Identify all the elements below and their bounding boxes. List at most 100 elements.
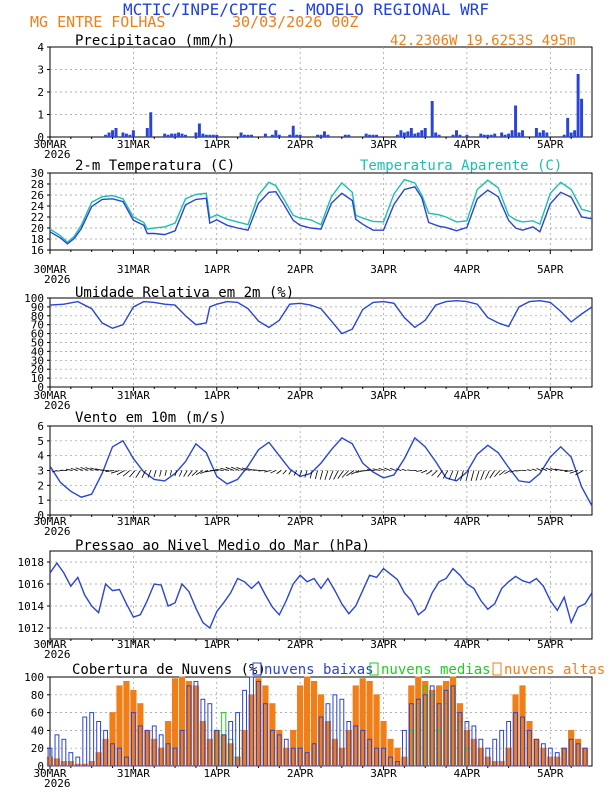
- pressure-xtick-label: 3APR: [370, 638, 397, 651]
- pressure-ytick-label: 1012: [18, 622, 45, 635]
- precip-bar: [511, 130, 514, 137]
- wind-vector: [481, 471, 485, 481]
- precip-bar: [299, 135, 302, 137]
- wind-vector: [57, 471, 62, 472]
- precip-bar: [274, 130, 277, 137]
- wind-vector: [283, 471, 286, 475]
- wind-vector: [437, 471, 442, 478]
- clouds-ytick-label: 60: [31, 707, 44, 720]
- precip-bar: [316, 135, 319, 137]
- precip-bar: [104, 135, 107, 137]
- precip-bar: [424, 128, 427, 137]
- precip-bar: [504, 135, 507, 137]
- cloud-high-bar: [124, 681, 129, 766]
- precip-bar: [465, 135, 468, 137]
- precip-bar: [215, 135, 218, 137]
- precip-bar: [566, 118, 569, 137]
- wind-vector: [154, 471, 156, 478]
- rh-xtick-label: 5APR: [537, 389, 564, 402]
- precip-bar: [438, 135, 441, 137]
- temp-xtick-label: 5APR: [537, 263, 564, 276]
- precip-bar: [580, 99, 583, 137]
- precip-bar: [375, 135, 378, 137]
- wind-vector: [455, 471, 458, 481]
- precip-bar: [240, 133, 243, 138]
- precip-bar: [292, 126, 295, 137]
- precip-bar: [108, 133, 111, 138]
- cloud-low-bar: [90, 713, 94, 766]
- pressure-year-label: 2026: [44, 648, 71, 661]
- apparent-temp-legend: Temperatura Aparente (C): [360, 158, 562, 174]
- precip-bar: [295, 135, 298, 137]
- precip-bar: [212, 135, 215, 137]
- wind-vector: [416, 471, 421, 472]
- wind-vector: [426, 471, 432, 475]
- precip-bar: [347, 135, 350, 137]
- precip-bar: [507, 134, 510, 137]
- rh-year-label: 2026: [44, 399, 71, 412]
- rh-xtick-label: 4APR: [454, 389, 481, 402]
- wind-ytick-label: 4: [37, 450, 44, 463]
- temp-xtick-label: 31MAR: [117, 263, 150, 276]
- temp-xtick-label: 1APR: [204, 263, 231, 276]
- wind-vector: [338, 471, 344, 479]
- precip-bar: [417, 133, 420, 138]
- precip-xtick-label: 4APR: [454, 138, 481, 151]
- precip-bar: [115, 128, 118, 137]
- precip-bar: [181, 134, 184, 137]
- precip-bar: [542, 130, 545, 137]
- wind-vector: [123, 471, 130, 477]
- precip-bar: [396, 135, 399, 137]
- wind-vector: [129, 471, 135, 478]
- wind-vector: [165, 471, 166, 476]
- wind-vector: [485, 471, 489, 480]
- precip-bar: [573, 130, 576, 137]
- precip-bar: [174, 134, 177, 137]
- precip-bar: [121, 133, 124, 138]
- rh-xtick-label: 3APR: [370, 389, 397, 402]
- wind-vector: [499, 471, 505, 476]
- wind-vector: [192, 471, 198, 476]
- wind-xtick-label: 2APR: [287, 515, 314, 528]
- temp-line: [50, 187, 592, 244]
- precip-xtick-label: 5APR: [537, 138, 564, 151]
- temp-ytick-label: 30: [31, 167, 44, 180]
- wind-vector: [136, 471, 141, 478]
- precip-bar: [146, 128, 149, 137]
- precip-bar: [271, 135, 274, 137]
- precip-bar: [413, 134, 416, 137]
- precip-bar: [323, 131, 326, 137]
- precip-bar: [247, 135, 250, 137]
- precip-bar: [399, 130, 402, 137]
- precip-bar: [535, 128, 538, 137]
- precip-bar: [521, 130, 524, 137]
- pressure-title: Pressao ao Nivel Medio do Mar (hPa): [75, 538, 370, 554]
- precip-bar: [403, 133, 406, 138]
- wind-vector: [315, 471, 317, 480]
- pressure-xtick-label: 31MAR: [117, 638, 150, 651]
- wind-ytick-label: 3: [37, 465, 44, 478]
- pressure-ytick-label: 1016: [18, 578, 45, 591]
- precip-bar: [194, 133, 197, 138]
- wind-vector: [184, 471, 188, 477]
- wind-vector: [170, 471, 171, 476]
- precip-bar: [410, 128, 413, 137]
- temp-year-label: 2026: [44, 273, 71, 286]
- wind-vector: [421, 471, 427, 473]
- temp-xtick-label: 4APR: [454, 263, 481, 276]
- precip-bar: [149, 112, 152, 137]
- precip-bar: [278, 135, 281, 137]
- precip-xtick-label: 31MAR: [117, 138, 150, 151]
- precip-bar: [563, 135, 566, 137]
- wind-vector: [277, 471, 281, 474]
- wind-year-label: 2026: [44, 525, 71, 538]
- wind-xtick-label: 1APR: [204, 515, 231, 528]
- location-label: MG ENTRE FOLHAS: [30, 13, 165, 31]
- wind-ytick-label: 2: [37, 479, 44, 492]
- clouds-xtick-label: 3APR: [370, 767, 397, 780]
- clouds-title: Cobertura de Nuvens (%): [72, 662, 266, 678]
- rh-ytick-label: 100: [24, 292, 44, 305]
